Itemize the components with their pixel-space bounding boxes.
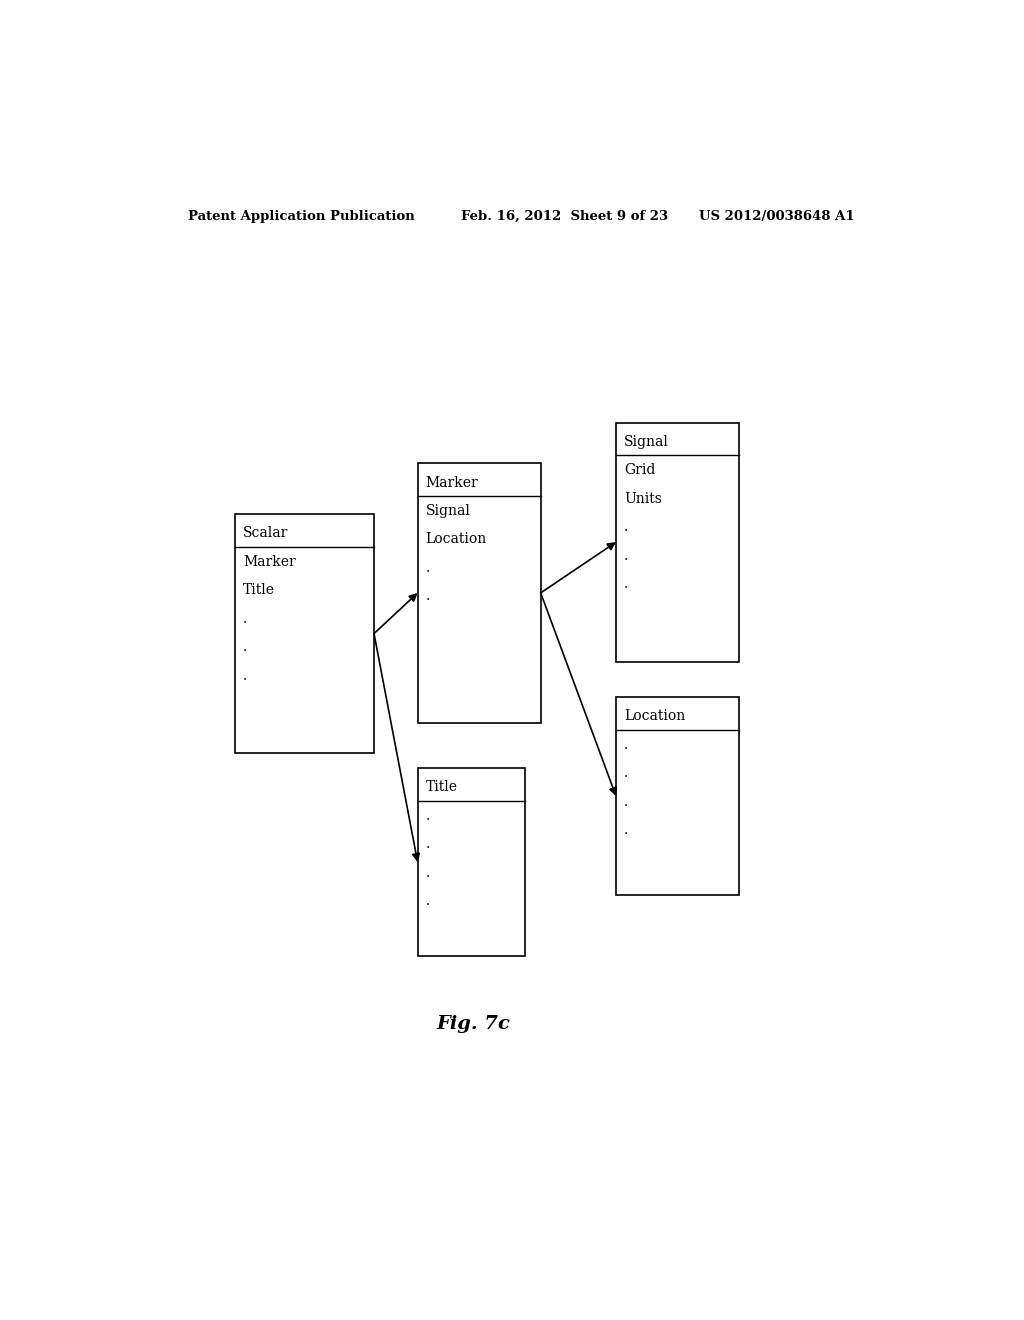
Text: Scalar: Scalar — [243, 527, 289, 540]
Bar — [236, 515, 374, 752]
Text: .: . — [426, 561, 430, 576]
Text: Marker: Marker — [426, 475, 478, 490]
Text: .: . — [624, 577, 629, 591]
Bar — [616, 697, 739, 895]
Text: .: . — [243, 669, 248, 682]
Bar — [616, 422, 739, 661]
Text: Units: Units — [624, 492, 662, 506]
Text: Grid: Grid — [624, 463, 655, 478]
Bar — [418, 463, 541, 722]
Text: Location: Location — [624, 709, 685, 723]
Text: .: . — [624, 520, 629, 535]
Text: Patent Application Publication: Patent Application Publication — [187, 210, 415, 223]
Text: Feb. 16, 2012  Sheet 9 of 23: Feb. 16, 2012 Sheet 9 of 23 — [461, 210, 669, 223]
Text: .: . — [426, 894, 430, 908]
Bar — [418, 768, 524, 956]
Text: .: . — [624, 824, 629, 837]
Text: .: . — [624, 766, 629, 780]
Text: .: . — [624, 738, 629, 752]
Text: Signal: Signal — [624, 434, 669, 449]
Text: .: . — [426, 589, 430, 603]
Text: .: . — [624, 795, 629, 809]
Text: .: . — [243, 611, 248, 626]
Text: .: . — [243, 640, 248, 655]
Text: Location: Location — [426, 532, 486, 546]
Text: Fig. 7c: Fig. 7c — [436, 1015, 510, 1034]
Text: US 2012/0038648 A1: US 2012/0038648 A1 — [699, 210, 855, 223]
Text: Title: Title — [243, 583, 275, 597]
Text: Marker: Marker — [243, 554, 296, 569]
Text: .: . — [426, 866, 430, 880]
Text: Title: Title — [426, 780, 458, 795]
Text: .: . — [426, 837, 430, 851]
Text: .: . — [426, 809, 430, 822]
Text: .: . — [624, 549, 629, 562]
Text: Signal: Signal — [426, 504, 470, 517]
